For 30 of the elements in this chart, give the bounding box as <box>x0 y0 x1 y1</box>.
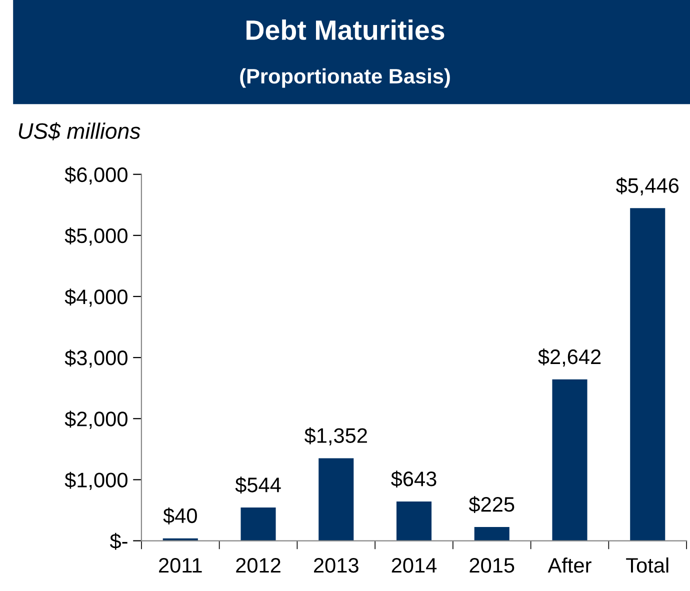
y-tick-label: $4,000 <box>64 288 128 307</box>
data-label: $5,446 <box>616 177 679 196</box>
x-tick-label: 2013 <box>314 558 358 573</box>
bar <box>240 508 276 541</box>
y-tick-label: $6,000 <box>64 166 128 185</box>
y-axis-title: US$ millions <box>18 122 140 140</box>
x-tick-label: After <box>548 557 592 573</box>
y-tick-label: $1,000 <box>64 472 128 490</box>
data-label: $1,352 <box>304 427 367 446</box>
data-label: $2,642 <box>538 348 601 367</box>
data-label: $40 <box>163 507 197 524</box>
chart-subtitle: (Proportionate Basis) <box>240 68 450 88</box>
bar <box>552 379 588 541</box>
x-tick-label: 2014 <box>392 558 437 573</box>
y-tick-label: $5,000 <box>64 228 128 246</box>
bar <box>630 208 666 541</box>
y-tick-label: $- <box>110 532 128 550</box>
x-tick-label: 2011 <box>159 558 202 573</box>
y-tick-label: $3,000 <box>64 350 128 368</box>
bar <box>474 527 510 541</box>
x-tick-label: Total <box>626 557 668 573</box>
bar <box>396 501 432 541</box>
x-tick-label: 2015 <box>470 558 514 573</box>
data-label: $225 <box>468 496 514 514</box>
chart-title: Debt Maturities <box>246 20 444 40</box>
data-label: $544 <box>235 476 281 494</box>
x-tick-label: 2012 <box>236 558 280 573</box>
bar <box>318 458 354 541</box>
y-tick-label: $2,000 <box>64 410 128 429</box>
data-label: $643 <box>391 470 436 488</box>
